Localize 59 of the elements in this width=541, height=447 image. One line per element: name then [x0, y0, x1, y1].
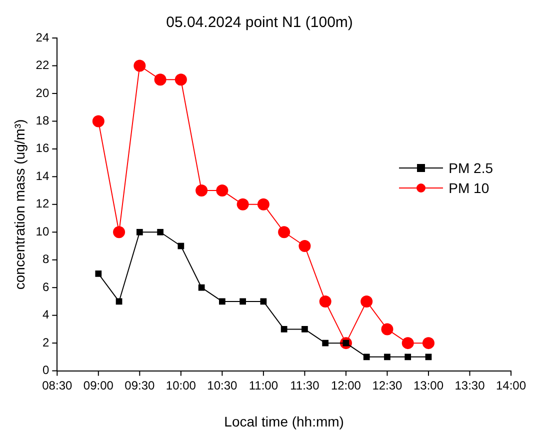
x-tick-label: 11:30: [290, 378, 320, 392]
x-axis-title: Local time (hh:mm): [224, 413, 344, 430]
point: [219, 298, 226, 305]
point: [216, 184, 228, 197]
y-tick-label: 12: [36, 196, 50, 211]
point: [319, 295, 332, 308]
point: [278, 226, 290, 238]
point: [404, 354, 412, 360]
y-tick-label: 20: [36, 86, 50, 100]
y-tick-label: 22: [36, 58, 50, 72]
point: [196, 184, 208, 197]
point: [113, 226, 126, 238]
legend-label: PM 10: [448, 180, 490, 196]
point: [174, 74, 187, 86]
point: [157, 228, 164, 236]
x-tick-label: 13:00: [413, 378, 444, 392]
y-tick-label: 24: [36, 30, 50, 44]
point: [134, 60, 146, 72]
point: [363, 354, 370, 360]
point: [302, 326, 308, 332]
x-tick-label: 11:00: [248, 378, 278, 392]
y-tick-label: 0: [42, 363, 50, 378]
x-tick-label: 14:00: [496, 378, 526, 392]
y-tick-label: 14: [36, 168, 50, 183]
point: [154, 74, 166, 86]
chart-title: 05.04.2024 point N1 (100m): [166, 14, 353, 32]
point: [92, 115, 104, 128]
point: [322, 340, 329, 346]
y-tick-label: 16: [36, 141, 50, 156]
x-tick-label: 12:30: [372, 378, 403, 392]
x-tick-label: 09:00: [83, 378, 114, 392]
point: [384, 354, 390, 360]
x-tick-label: 12:00: [330, 378, 362, 392]
point: [257, 198, 270, 210]
point: [136, 228, 143, 236]
x-tick-label: 10:00: [166, 378, 196, 392]
point: [298, 240, 311, 252]
y-tick-label: 18: [36, 114, 50, 128]
point: [240, 298, 246, 305]
point: [236, 198, 249, 210]
y-tick-label: 10: [36, 224, 50, 238]
y-tick-label: 4: [42, 308, 50, 322]
point: [198, 284, 205, 291]
x-tick-label: 09:30: [124, 378, 156, 392]
point: [360, 295, 373, 308]
x-tick-label: 08:30: [42, 378, 72, 392]
legend-label: PM 2.5: [448, 160, 493, 176]
x-tick-label: 10:30: [207, 378, 238, 392]
point: [178, 242, 184, 250]
point: [402, 337, 414, 350]
y-axis-title: concentration mass (ug/m³): [11, 119, 28, 290]
y-tick-label: 2: [42, 335, 50, 350]
y-tick-label: 8: [42, 252, 50, 266]
point: [280, 326, 288, 332]
x-tick-label: 13:30: [454, 378, 486, 392]
point: [381, 323, 394, 336]
point: [422, 337, 434, 350]
point: [95, 270, 102, 277]
y-tick-label: 6: [42, 280, 50, 294]
